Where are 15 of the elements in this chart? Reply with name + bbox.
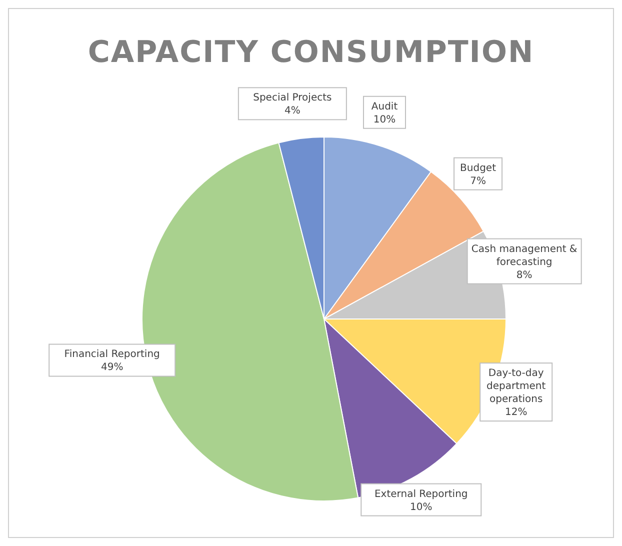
data-label: 8% — [516, 270, 532, 281]
data-label: 4% — [284, 106, 300, 117]
slice-label: Special Projects — [253, 92, 332, 104]
slice-label: External Reporting — [374, 488, 468, 500]
chart-title: CAPACITY CONSUMPTION — [86, 35, 536, 70]
data-label: 49% — [100, 362, 124, 374]
data-label: 7% — [470, 176, 486, 187]
slice-label: Financial Reporting — [64, 349, 160, 360]
data-label: 10% — [373, 114, 396, 126]
slice-label: Day-to-day department operations — [486, 368, 546, 406]
slice-label: Cash management & forecasting — [471, 244, 578, 268]
slice-label: Budget — [460, 162, 496, 174]
data-label: 12% — [504, 407, 528, 418]
slice-label: Audit — [371, 101, 398, 112]
data-label: 10% — [410, 502, 432, 513]
